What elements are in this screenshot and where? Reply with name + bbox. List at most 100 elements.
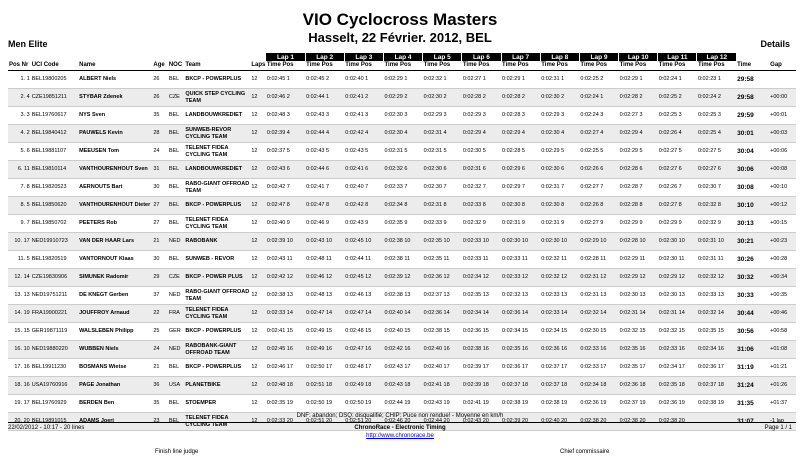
lap-time: 0:02:32 bbox=[541, 274, 560, 280]
column-header-name: Name bbox=[78, 61, 153, 71]
rider-laps: 12 bbox=[250, 70, 266, 89]
lap-time: 0:02:35 bbox=[423, 238, 443, 244]
lap-time: 0:02:30 bbox=[502, 238, 521, 244]
table-row[interactable]: 14. 19 FRA19900221 JOUFFROY Arnaud 22 FRA TEL… bbox=[8, 304, 796, 323]
table-row[interactable]: 20. 20 BEL19891015 ADAMS Joeri 23 BEL TELENET… bbox=[8, 412, 796, 431]
lap-position: 20 bbox=[404, 418, 411, 424]
rider-age: 27 bbox=[152, 214, 168, 233]
rider-total-time: 30:08 bbox=[736, 178, 770, 197]
lap-time: 0:02:31 bbox=[697, 256, 717, 262]
table-row[interactable]: 9. 7 BEL19850702 PEETERS Rob 27 BEL TELENET F… bbox=[8, 214, 796, 233]
lap-time-cell: 0:02:36 17 bbox=[501, 358, 541, 377]
table-row[interactable]: 17. 16 BEL19911230 BOSMANS Wietse 21 BEL BKCP… bbox=[8, 358, 796, 377]
table-row[interactable]: 2. 4 CZE19851211 STYBAR Zdenek 26 CZE QUICK S… bbox=[8, 88, 796, 107]
lap-time-cell: 0:02:24 1 bbox=[657, 70, 697, 89]
lap-position: 5 bbox=[365, 148, 369, 154]
lap-position: 8 bbox=[678, 202, 682, 208]
table-row[interactable]: 5. 6 BEL19881107 MEEUSEN Tom 24 BEL TELENET F… bbox=[8, 142, 796, 161]
table-row[interactable]: 11. 5 BEL19820519 VANTORNOUT Klaas 30 BEL SUN… bbox=[8, 250, 796, 269]
lap-time: 0:02:43 bbox=[345, 220, 364, 226]
rider-laps: 12 bbox=[250, 304, 266, 323]
lap-time-cell: 0:02:43 5 bbox=[344, 142, 384, 161]
rider-team: LANDBOUWKREDIET bbox=[184, 160, 251, 179]
lap-time: 0:02:29 bbox=[619, 130, 638, 136]
lap-time: 0:02:40 bbox=[423, 346, 443, 352]
lap-position: 18 bbox=[678, 382, 685, 388]
lap-time-cell: 0:02:28 11 bbox=[579, 250, 619, 269]
lap-position: 9 bbox=[600, 220, 604, 226]
details-link[interactable]: Details bbox=[760, 39, 790, 49]
lap-time: 0:02:35 bbox=[502, 346, 521, 352]
lap-position: 17 bbox=[561, 364, 568, 370]
lap-time-cell: 0:02:45 1 bbox=[265, 70, 306, 89]
lap-position: 8 bbox=[404, 202, 408, 208]
lap-time: 0:02:36 bbox=[423, 274, 443, 280]
rider-age: 24 bbox=[152, 142, 168, 161]
lap-time-cell: 0:02:46 13 bbox=[344, 286, 384, 305]
table-row[interactable]: 13. 13 NED19751211 DE KNEGT Gerben 37 NED RAB… bbox=[8, 286, 796, 305]
rider-team: BKCP - POWERPLUS bbox=[184, 322, 251, 341]
table-row[interactable]: 10. 17 NED19910723 VAN DER HAAR Lars 21 NED R… bbox=[8, 232, 796, 251]
table-row[interactable]: 8. 5 BEL19850620 VANTHOURENHOUT Dieter 27 BE… bbox=[8, 196, 796, 215]
column-header-lap-time: Time Pos bbox=[383, 61, 423, 71]
lap-time-cell: 0:02:32 12 bbox=[540, 268, 580, 287]
rider-name: BERDEN Ben bbox=[78, 394, 153, 413]
lap-time-cell: 0:02:43 17 bbox=[383, 358, 423, 377]
lap-time: 0:02:30 bbox=[658, 256, 678, 262]
table-row[interactable]: 7. 8 BEL19820523 AERNOUTS Bart 30 BEL RABO-GI… bbox=[8, 178, 796, 197]
lap-time: 0:02:32 bbox=[697, 220, 717, 226]
lap-time-cell: 0:02:30 8 bbox=[540, 196, 580, 215]
lap-position: 13 bbox=[443, 292, 450, 298]
lap-time: 0:02:36 bbox=[658, 400, 678, 406]
rider-uci-code: NED19880220 bbox=[30, 340, 79, 359]
lap-position: 11 bbox=[404, 256, 411, 262]
lap-position: 16 bbox=[325, 346, 333, 352]
rider-laps: 12 bbox=[250, 412, 266, 431]
rider-gap: +00:15 bbox=[769, 214, 796, 233]
table-row[interactable]: 15. 15 GER19871119 WALSLEBEN Philipp 25 GER B… bbox=[8, 322, 796, 341]
lap-time-cell: 0:02:40 17 bbox=[422, 358, 462, 377]
lap-time: 0:02:38 bbox=[384, 292, 403, 298]
rider-bib: 7 bbox=[26, 220, 30, 226]
table-row[interactable]: 18. 16 USA19760916 PAGE Jonathan 36 USA PLANE… bbox=[8, 376, 796, 395]
rider-bib: 16 bbox=[23, 364, 30, 370]
lap-time: 0:02:44 bbox=[306, 130, 325, 136]
lap-position: 2 bbox=[717, 94, 721, 100]
lap-time-cell: 0:02:43 3 bbox=[305, 106, 345, 125]
lap-time: 0:02:39 bbox=[462, 364, 482, 370]
table-row[interactable]: 6. 11 BEL19810114 VANTHOURENHOUT Sven 31 BEL… bbox=[8, 160, 796, 179]
lap-position: 8 bbox=[365, 202, 369, 208]
lap-position: 18 bbox=[717, 382, 724, 388]
timing-url-link[interactable]: http://www.chronorace.be bbox=[366, 433, 434, 439]
table-row[interactable]: 19. 17 BEL19760929 BERDEN Ben 35 BEL STOEMPER… bbox=[8, 394, 796, 413]
lap-time-cell: 0:02:34 14 bbox=[461, 304, 502, 323]
lap-time: 0:02:33 bbox=[462, 202, 482, 208]
lap-position: 16 bbox=[678, 346, 685, 352]
lap-position: 3 bbox=[443, 112, 447, 118]
lap-time: 0:02:35 bbox=[697, 328, 717, 334]
lap-position: 1 bbox=[404, 76, 408, 82]
table-row[interactable]: 4. 2 BEL19840412 PAUWELS Kevin 28 BEL SUNWEB-… bbox=[8, 124, 796, 143]
lap-time-cell: 0:02:29 1 bbox=[383, 70, 423, 89]
lap-time-cell: 0:02:41 7 bbox=[305, 178, 345, 197]
lap-time: 0:02:30 bbox=[384, 112, 403, 118]
lap-time: 0:02:47 bbox=[306, 202, 325, 208]
table-row[interactable]: 3. 3 BEL19760617 NYS Sven 35 BEL LANDBOUWKRED… bbox=[8, 106, 796, 125]
lap-position: 17 bbox=[482, 364, 489, 370]
rider-team: STOEMPER bbox=[184, 394, 251, 413]
lap-time: 0:02:31 bbox=[541, 76, 560, 82]
rider-bib: 3 bbox=[26, 112, 30, 118]
lap-time: 0:02:49 bbox=[306, 328, 325, 334]
table-row[interactable]: 12. 14 CZE19830906 SIMUNEK Radomir 29 CZE BKC… bbox=[8, 268, 796, 287]
lap-position: 14 bbox=[561, 310, 568, 316]
lap-position: 12 bbox=[365, 274, 372, 280]
lap-time: 0:02:48 bbox=[266, 112, 286, 118]
rider-total-time: 30:10 bbox=[736, 196, 770, 215]
lap-time: 0:02:30 bbox=[658, 238, 678, 244]
table-row[interactable]: 1. 1 BEL19800205 ALBERT Niels 26 BEL BKCP - P… bbox=[8, 70, 796, 89]
lap-time: 0:02:33 bbox=[541, 310, 560, 316]
table-row[interactable]: 16. 10 NED19880220 WUBBEN Niels 24 NED RABOBA… bbox=[8, 340, 796, 359]
column-header-lap-time: Time Pos bbox=[344, 61, 384, 71]
lap-position: 13 bbox=[639, 292, 646, 298]
lap-time: 0:02:29 bbox=[384, 76, 403, 82]
